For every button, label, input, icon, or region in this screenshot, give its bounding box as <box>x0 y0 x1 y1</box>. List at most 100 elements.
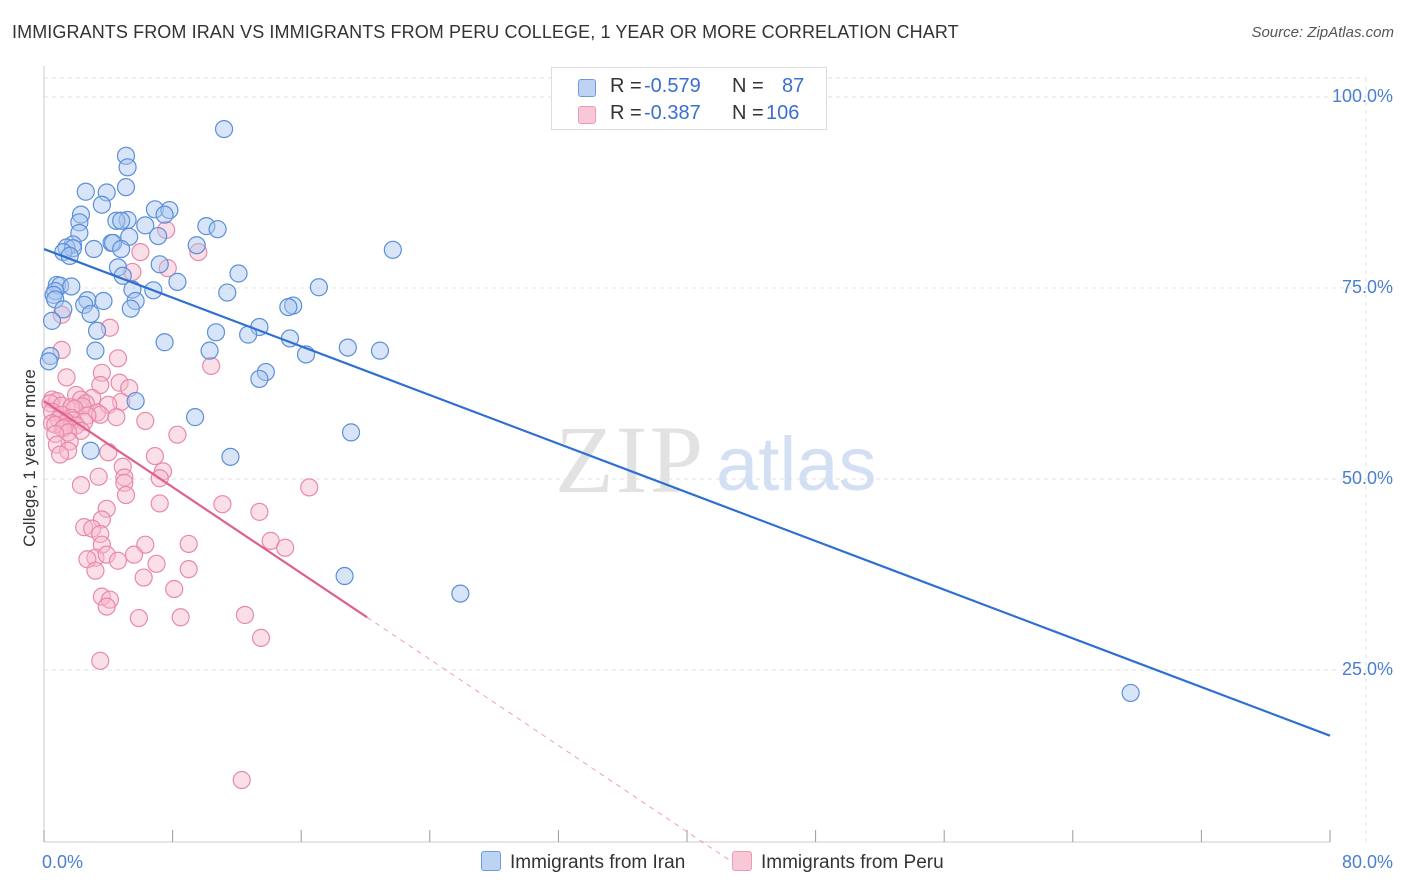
peru-point <box>179 560 198 579</box>
peru-point <box>147 554 166 573</box>
peru-point <box>235 605 255 625</box>
peru-point <box>92 510 111 529</box>
iran-point <box>126 391 145 411</box>
iran-r-label: R = <box>610 75 642 97</box>
peru-point <box>52 340 71 359</box>
legend-item-iran: Immigrants from Iran <box>481 851 685 874</box>
iran-point <box>116 178 136 197</box>
peru-point <box>110 373 129 392</box>
peru-point <box>179 534 198 554</box>
peru-point <box>97 597 116 616</box>
peru-point <box>168 425 187 444</box>
peru-points <box>41 220 319 790</box>
iran-n-label: N = <box>732 75 764 97</box>
peru-point <box>232 770 251 790</box>
peru-point <box>134 568 153 587</box>
peru-trend-line <box>43 400 368 619</box>
y-tick-label: 50.0% <box>1341 468 1393 488</box>
iran-point <box>81 304 100 324</box>
legend-peru-swatch <box>732 851 752 871</box>
peru-point <box>50 445 70 464</box>
peru-point <box>97 545 116 564</box>
iran-trend-line <box>43 248 1331 737</box>
peru-point <box>213 495 232 514</box>
peru-point <box>189 242 208 262</box>
legend-iran-label: Immigrants from Iran <box>510 852 686 873</box>
peru-point <box>71 476 91 495</box>
iran-point <box>168 272 187 291</box>
iran-point <box>338 338 357 357</box>
iran-point <box>309 278 328 297</box>
peru-n-label: N = <box>732 102 764 124</box>
iran-point <box>107 211 126 230</box>
iran-n-value: 87 <box>782 75 805 97</box>
iran-point <box>256 362 275 382</box>
peru-r-label: R = <box>610 102 642 124</box>
iran-point <box>279 298 298 317</box>
peru-point <box>107 408 126 427</box>
iran-point <box>197 217 216 236</box>
iran-point <box>39 352 58 371</box>
iran-point <box>145 200 165 219</box>
peru-point <box>57 368 76 387</box>
iran-point <box>70 223 89 243</box>
peru-point <box>89 467 108 486</box>
peru-r-value: -0.387 <box>644 102 701 124</box>
peru-point <box>99 443 118 462</box>
iran-point <box>341 423 361 442</box>
peru-point <box>124 545 144 564</box>
peru-point <box>47 435 66 454</box>
peru-point <box>165 579 184 599</box>
peru-trend-extension <box>366 616 744 870</box>
iran-point <box>150 255 169 274</box>
trend-lines <box>43 248 1331 870</box>
axes <box>43 66 1331 843</box>
iran-point <box>149 226 168 246</box>
y-tick-label: 75.0% <box>1341 277 1393 297</box>
iran-point <box>206 323 226 342</box>
iran-point <box>76 182 95 201</box>
peru-point <box>129 608 148 628</box>
grid-lines <box>44 77 1367 842</box>
peru-point <box>250 502 269 521</box>
legend-row-peru: R = -0.387 N = 106 <box>552 99 828 129</box>
iran-point <box>86 341 105 360</box>
iran-point <box>1121 683 1140 703</box>
peru-point <box>300 478 319 497</box>
iran-point <box>62 277 81 296</box>
iran-swatch <box>578 79 596 97</box>
x-tick-label-min: 0.0% <box>42 852 84 872</box>
iran-point <box>451 584 470 603</box>
iran-point <box>121 299 140 318</box>
iran-point <box>136 216 155 235</box>
iran-point <box>112 239 131 259</box>
y-axis-label: College, 1 year or more <box>20 369 39 547</box>
iran-point <box>54 300 73 319</box>
peru-point <box>136 411 155 431</box>
y-tick-label: 25.0% <box>1341 659 1393 679</box>
iran-point <box>187 236 206 255</box>
iran-point <box>81 441 100 460</box>
watermark-atlas: atlas <box>716 422 877 507</box>
peru-point <box>97 499 116 518</box>
iran-point <box>71 205 91 224</box>
peru-n-value: 106 <box>766 102 800 124</box>
iran-point <box>200 341 219 360</box>
legend-peru-label: Immigrants from Peru <box>761 852 944 873</box>
iran-point <box>116 146 136 165</box>
legend-iran-swatch <box>481 851 501 871</box>
peru-point <box>145 446 165 466</box>
iran-point <box>229 264 248 283</box>
iran-point <box>42 311 62 330</box>
peru-point <box>91 375 110 395</box>
iran-point <box>75 295 94 314</box>
iran-point <box>250 369 269 389</box>
iran-point <box>70 213 89 232</box>
peru-point <box>115 468 134 487</box>
correlation-legend: R = -0.579 N = 87 R = -0.387 N = 106 <box>551 67 827 130</box>
peru-point <box>261 531 280 550</box>
peru-point <box>276 538 295 557</box>
peru-point <box>150 494 169 513</box>
iran-point <box>94 291 113 311</box>
